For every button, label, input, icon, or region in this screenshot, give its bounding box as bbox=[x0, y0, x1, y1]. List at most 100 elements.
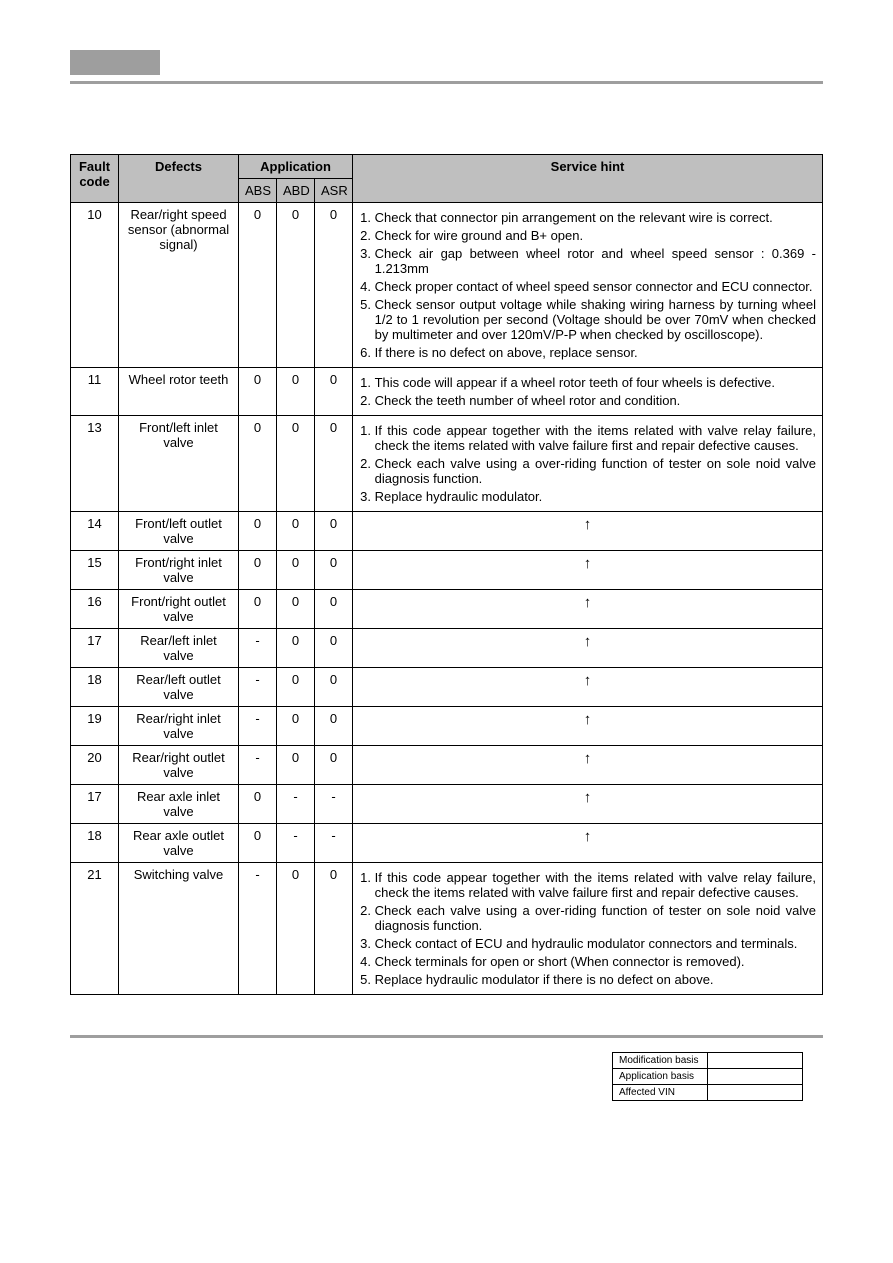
hint-item: Check proper contact of wheel speed sens… bbox=[375, 279, 816, 294]
cell-asr: 0 bbox=[315, 746, 353, 785]
table-header: Fault code Defects Application Service h… bbox=[71, 155, 823, 203]
cell-defect: Rear/right inlet valve bbox=[119, 707, 239, 746]
footer-rule bbox=[70, 1035, 823, 1038]
cell-service-hint: ↑ bbox=[353, 590, 823, 629]
cell-abs: 0 bbox=[239, 824, 277, 863]
rev-value bbox=[708, 1053, 803, 1069]
hint-item: Check air gap between wheel rotor and wh… bbox=[375, 246, 816, 276]
table-row: 11Wheel rotor teeth000This code will app… bbox=[71, 368, 823, 416]
table-row: 13Front/left inlet valve000If this code … bbox=[71, 416, 823, 512]
rev-value bbox=[708, 1085, 803, 1101]
cell-defect: Wheel rotor teeth bbox=[119, 368, 239, 416]
cell-defect: Front/left outlet valve bbox=[119, 512, 239, 551]
th-abd: ABD bbox=[277, 179, 315, 203]
cell-abs: - bbox=[239, 668, 277, 707]
th-defects: Defects bbox=[119, 155, 239, 203]
cell-fault-code: 17 bbox=[71, 629, 119, 668]
hint-item: If there is no defect on above, replace … bbox=[375, 345, 816, 360]
cell-asr: 0 bbox=[315, 551, 353, 590]
cell-abs: - bbox=[239, 707, 277, 746]
cell-abd: 0 bbox=[277, 203, 315, 368]
cell-defect: Rear/left inlet valve bbox=[119, 629, 239, 668]
header-grey-block bbox=[70, 50, 160, 75]
cell-fault-code: 10 bbox=[71, 203, 119, 368]
table-row: 18Rear/left outlet valve-00↑ bbox=[71, 668, 823, 707]
cell-defect: Rear axle inlet valve bbox=[119, 785, 239, 824]
cell-abs: - bbox=[239, 746, 277, 785]
cell-service-hint: ↑ bbox=[353, 707, 823, 746]
cell-abs: 0 bbox=[239, 512, 277, 551]
cell-service-hint: If this code appear together with the it… bbox=[353, 416, 823, 512]
cell-fault-code: 18 bbox=[71, 824, 119, 863]
table-row: 18Rear axle outlet valve0--↑ bbox=[71, 824, 823, 863]
hint-item: Check sensor output voltage while shakin… bbox=[375, 297, 816, 342]
th-asr: ASR bbox=[315, 179, 353, 203]
cell-defect: Front/right outlet valve bbox=[119, 590, 239, 629]
cell-fault-code: 14 bbox=[71, 512, 119, 551]
cell-abd: 0 bbox=[277, 551, 315, 590]
table-row: 10Rear/right speed sensor (abnormal sign… bbox=[71, 203, 823, 368]
header-rule bbox=[70, 81, 823, 84]
cell-defect: Rear/left outlet valve bbox=[119, 668, 239, 707]
hint-item: Check each valve using a over-riding fun… bbox=[375, 456, 816, 486]
cell-asr: 0 bbox=[315, 668, 353, 707]
cell-abd: 0 bbox=[277, 668, 315, 707]
cell-abd: 0 bbox=[277, 707, 315, 746]
cell-service-hint: ↑ bbox=[353, 824, 823, 863]
hint-item: Check terminals for open or short (When … bbox=[375, 954, 816, 969]
cell-abs: 0 bbox=[239, 785, 277, 824]
th-abs: ABS bbox=[239, 179, 277, 203]
cell-abd: - bbox=[277, 824, 315, 863]
cell-abs: 0 bbox=[239, 590, 277, 629]
table-row: 20Rear/right outlet valve-00↑ bbox=[71, 746, 823, 785]
cell-asr: 0 bbox=[315, 203, 353, 368]
th-fault-code: Fault code bbox=[71, 155, 119, 203]
cell-asr: 0 bbox=[315, 629, 353, 668]
cell-defect: Front/left inlet valve bbox=[119, 416, 239, 512]
cell-abs: 0 bbox=[239, 203, 277, 368]
th-service-hint: Service hint bbox=[353, 155, 823, 203]
cell-defect: Switching valve bbox=[119, 863, 239, 995]
table-body: 10Rear/right speed sensor (abnormal sign… bbox=[71, 203, 823, 995]
cell-fault-code: 17 bbox=[71, 785, 119, 824]
cell-abd: - bbox=[277, 785, 315, 824]
cell-abd: 0 bbox=[277, 746, 315, 785]
cell-asr: 0 bbox=[315, 416, 353, 512]
cell-abs: - bbox=[239, 863, 277, 995]
cell-fault-code: 15 bbox=[71, 551, 119, 590]
fault-code-table: Fault code Defects Application Service h… bbox=[70, 154, 823, 995]
cell-defect: Rear/right speed sensor (abnormal signal… bbox=[119, 203, 239, 368]
hint-item: Replace hydraulic modulator if there is … bbox=[375, 972, 816, 987]
rev-value bbox=[708, 1069, 803, 1085]
hint-item: If this code appear together with the it… bbox=[375, 423, 816, 453]
cell-asr: 0 bbox=[315, 368, 353, 416]
cell-fault-code: 18 bbox=[71, 668, 119, 707]
cell-abs: - bbox=[239, 629, 277, 668]
hint-item: Check the teeth number of wheel rotor an… bbox=[375, 393, 816, 408]
revision-box: Modification basis Application basis Aff… bbox=[612, 1052, 803, 1101]
cell-asr: 0 bbox=[315, 512, 353, 551]
cell-abd: 0 bbox=[277, 416, 315, 512]
table-row: 19Rear/right inlet valve-00↑ bbox=[71, 707, 823, 746]
hint-item: If this code appear together with the it… bbox=[375, 870, 816, 900]
hint-item: This code will appear if a wheel rotor t… bbox=[375, 375, 816, 390]
cell-fault-code: 13 bbox=[71, 416, 119, 512]
th-application: Application bbox=[239, 155, 353, 179]
cell-service-hint: Check that connector pin arrangement on … bbox=[353, 203, 823, 368]
cell-asr: 0 bbox=[315, 590, 353, 629]
table-row: 17Rear axle inlet valve0--↑ bbox=[71, 785, 823, 824]
cell-abd: 0 bbox=[277, 863, 315, 995]
cell-service-hint: ↑ bbox=[353, 785, 823, 824]
cell-defect: Rear axle outlet valve bbox=[119, 824, 239, 863]
cell-fault-code: 11 bbox=[71, 368, 119, 416]
cell-service-hint: ↑ bbox=[353, 512, 823, 551]
cell-service-hint: If this code appear together with the it… bbox=[353, 863, 823, 995]
cell-asr: - bbox=[315, 824, 353, 863]
cell-asr: 0 bbox=[315, 863, 353, 995]
cell-abd: 0 bbox=[277, 629, 315, 668]
cell-service-hint: This code will appear if a wheel rotor t… bbox=[353, 368, 823, 416]
rev-label: Affected VIN bbox=[613, 1085, 708, 1101]
table-row: 15Front/right inlet valve000↑ bbox=[71, 551, 823, 590]
table-row: 14Front/left outlet valve000↑ bbox=[71, 512, 823, 551]
cell-service-hint: ↑ bbox=[353, 551, 823, 590]
